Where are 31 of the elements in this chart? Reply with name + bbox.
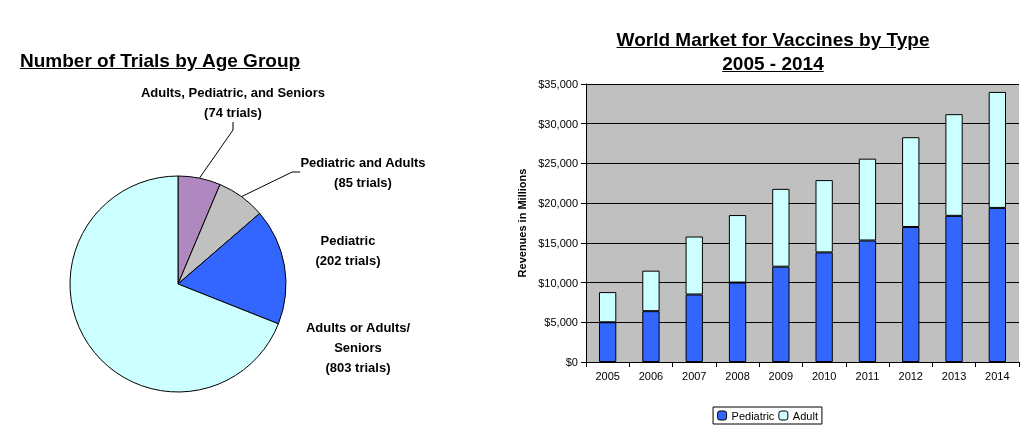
x-tick-label: 2009 bbox=[768, 369, 794, 382]
data-label: (202 trials) bbox=[315, 252, 381, 268]
y-tick-label: $0 bbox=[565, 356, 578, 368]
y-tick-label: $15,000 bbox=[538, 236, 578, 249]
slice-label: Adults, Pediatric, and Seniors bbox=[140, 84, 326, 100]
data-label: (85 trials) bbox=[334, 174, 392, 190]
x-tick-label: 2014 bbox=[985, 369, 1010, 382]
data-label: (803 trials) bbox=[325, 359, 391, 375]
y-tick-label: $35,000 bbox=[538, 78, 578, 90]
y-axis-title: Revenues in Millions bbox=[515, 168, 528, 278]
legend-label: Pediatric bbox=[731, 409, 775, 422]
chart-title: World Market for Vaccines by Type 2005 - 2014 bbox=[615, 28, 931, 76]
slice-label: Pediatric bbox=[320, 232, 376, 248]
y-tick-label: $30,000 bbox=[538, 117, 578, 130]
x-tick-label: 2010 bbox=[811, 369, 837, 382]
x-tick-label: 2012 bbox=[898, 369, 923, 382]
chart-title: Number of Trials by Age Group bbox=[20, 50, 302, 72]
slice-label: Pediatric and Adults bbox=[300, 154, 426, 170]
x-tick-label: 2013 bbox=[941, 369, 967, 382]
x-tick-label: 2006 bbox=[638, 369, 664, 382]
x-tick-label: 2007 bbox=[682, 369, 707, 382]
x-tick-label: 2008 bbox=[725, 369, 750, 382]
y-tick-label: $10,000 bbox=[538, 276, 578, 289]
data-label: (74 trials) bbox=[204, 104, 262, 120]
y-tick-label: $20,000 bbox=[538, 197, 578, 210]
y-tick-label: $25,000 bbox=[538, 157, 578, 170]
slice-label: Adults or Adults/Seniors bbox=[305, 319, 411, 355]
y-tick-label: $5,000 bbox=[544, 316, 578, 329]
legend-label: Adult bbox=[792, 409, 818, 422]
x-tick-label: 2011 bbox=[855, 369, 880, 382]
x-tick-label: 2005 bbox=[595, 369, 620, 382]
